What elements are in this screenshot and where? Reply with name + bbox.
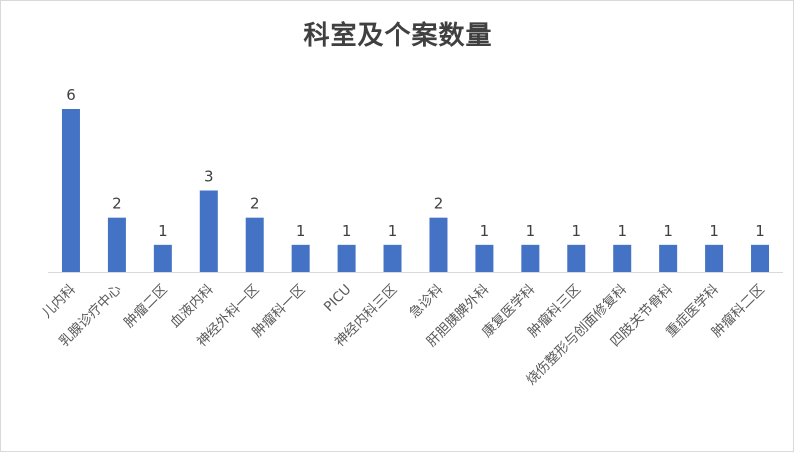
data-label-6: 1 xyxy=(342,222,352,240)
chart-title: 科室及个案数量 xyxy=(303,21,493,51)
bar-9 xyxy=(475,244,494,272)
category-label-6: PICU xyxy=(321,282,355,316)
bar-7 xyxy=(383,244,402,272)
bar-1 xyxy=(107,217,126,272)
category-label-0: 儿内科 xyxy=(39,281,79,321)
category-label-8: 急诊科 xyxy=(406,281,446,321)
bar-10 xyxy=(521,244,540,272)
data-label-5: 1 xyxy=(296,222,306,240)
bar-12 xyxy=(613,244,632,272)
data-label-1: 2 xyxy=(112,195,122,213)
bar-3 xyxy=(199,190,218,272)
data-label-0: 6 xyxy=(66,86,76,104)
bar-11 xyxy=(567,244,586,272)
bars-group xyxy=(61,109,770,272)
data-label-4: 2 xyxy=(250,195,260,213)
data-label-12: 1 xyxy=(617,222,627,240)
bar-6 xyxy=(337,244,356,272)
bar-14 xyxy=(705,244,724,272)
bar-0 xyxy=(61,109,80,272)
data-label-13: 1 xyxy=(663,222,673,240)
bar-13 xyxy=(659,244,678,272)
data-label-2: 1 xyxy=(158,222,168,240)
bar-4 xyxy=(245,217,264,272)
bar-5 xyxy=(291,244,310,272)
data-labels-group: 6 2 1 3 2 1 1 1 2 1 1 1 1 1 1 1 xyxy=(66,86,765,240)
data-label-8: 2 xyxy=(434,195,444,213)
category-label-2: 肿瘤二区 xyxy=(120,281,170,331)
data-label-7: 1 xyxy=(388,222,398,240)
data-label-3: 3 xyxy=(204,168,214,186)
bar-15 xyxy=(751,244,770,272)
data-label-11: 1 xyxy=(572,222,582,240)
bar-2 xyxy=(153,244,172,272)
data-label-15: 1 xyxy=(755,222,765,240)
data-label-9: 1 xyxy=(480,222,490,240)
data-label-10: 1 xyxy=(526,222,536,240)
bar-8 xyxy=(429,217,448,272)
data-label-14: 1 xyxy=(709,222,719,240)
